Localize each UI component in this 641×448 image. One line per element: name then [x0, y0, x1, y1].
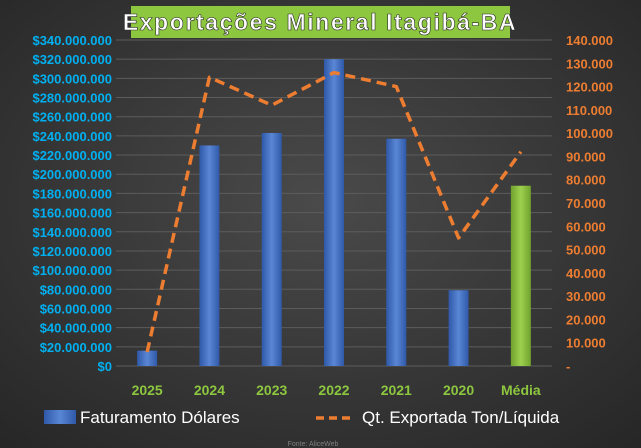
bar	[448, 290, 469, 366]
bar	[324, 59, 344, 366]
right-axis-tick-label: -	[566, 359, 570, 374]
left-axis-tick-label: $140.000.000	[32, 225, 112, 240]
right-axis-tick-label: 20.000	[566, 312, 606, 327]
right-axis-tick-label: 110.000	[566, 103, 612, 118]
left-axis-tick-label: $160.000.000	[32, 206, 112, 221]
source-label: Fonte: AliceWeb	[288, 441, 339, 448]
category-label: 2022	[318, 382, 349, 398]
right-axis-ticks: - 10.000 20.000 30.000 40.000 50.000 60.000 70.…	[566, 33, 613, 374]
bar	[510, 185, 531, 366]
right-axis-tick-label: 120.000	[566, 80, 613, 95]
right-axis-tick-label: 140.000	[566, 33, 613, 48]
category-label: 2024	[194, 382, 225, 398]
legend-label-line: Qt. Exportada Ton/Líquida	[362, 408, 560, 427]
right-axis-tick-label: 100.000	[566, 126, 613, 141]
category-label: 2020	[443, 382, 474, 398]
title-box	[131, 6, 510, 38]
category-label: Média	[501, 382, 541, 398]
bar	[199, 145, 220, 366]
left-axis-tick-label: $260.000.000	[32, 110, 112, 125]
left-axis-tick-label: $120.000.000	[32, 244, 112, 259]
legend-label-bar: Faturamento Dólares	[80, 408, 240, 427]
right-axis-tick-label: 130.000	[566, 56, 613, 71]
left-axis-tick-label: $80.000.000	[40, 282, 112, 297]
right-axis-tick-label: 50.000	[566, 243, 606, 258]
left-axis-tick-label: $180.000.000	[32, 186, 112, 201]
right-axis-tick-label: 80.000	[566, 173, 606, 188]
left-axis-tick-label: $280.000.000	[32, 91, 112, 106]
category-label: 2021	[381, 382, 412, 398]
right-axis-tick-label: 30.000	[566, 289, 606, 304]
left-axis-tick-label: $20.000.000	[40, 340, 112, 355]
left-axis-tick-label: $340.000.000	[32, 33, 112, 48]
bar-series	[137, 59, 531, 366]
left-axis-tick-label: $300.000.000	[32, 71, 112, 86]
left-axis-tick-label: $0	[98, 359, 112, 374]
right-axis-tick-label: 70.000	[566, 196, 606, 211]
left-axis-tick-label: $40.000.000	[40, 321, 112, 336]
right-axis-tick-label: 40.000	[566, 266, 606, 281]
left-axis-ticks: $0 $20.000.000 $40.000.000 $60.000.000 $80.0…	[32, 33, 112, 374]
bar	[137, 350, 158, 366]
left-axis-tick-label: $60.000.000	[40, 301, 112, 316]
legend-swatch-bar	[44, 410, 76, 424]
line-series	[145, 70, 523, 353]
right-axis-tick-label: 90.000	[566, 149, 606, 164]
line-series-path	[145, 70, 523, 353]
left-axis-tick-label: $320.000.000	[32, 52, 112, 67]
left-axis-tick-label: $200.000.000	[32, 167, 112, 182]
right-axis-tick-label: 10.000	[566, 336, 606, 351]
category-labels: 2025 2024 2023 2022 2021 2020 Média	[132, 382, 541, 398]
chart-title: Exportações Mineral Itagibá-BA	[123, 9, 517, 35]
category-label: 2025	[132, 382, 163, 398]
legend: Faturamento Dólares Qt. Exportada Ton/Lí…	[44, 408, 560, 427]
bar	[386, 138, 407, 366]
bar	[261, 133, 282, 366]
left-axis-tick-label: $220.000.000	[32, 148, 112, 163]
right-axis-tick-label: 60.000	[566, 219, 606, 234]
left-axis-tick-label: $100.000.000	[32, 263, 112, 278]
left-axis-tick-label: $240.000.000	[32, 129, 112, 144]
category-label: 2023	[256, 382, 287, 398]
